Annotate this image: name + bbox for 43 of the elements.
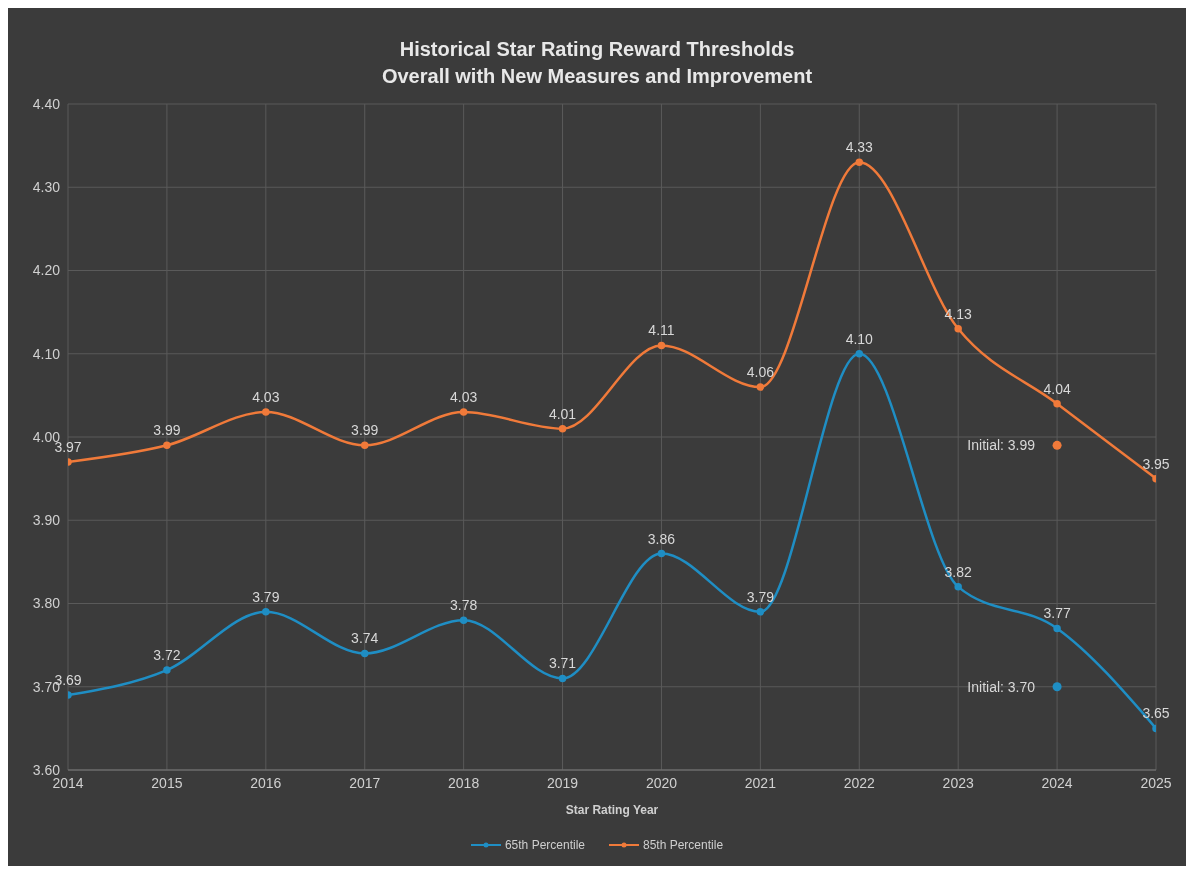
- data-label: 3.78: [450, 597, 478, 614]
- data-label: 3.72: [153, 647, 181, 664]
- data-label: 4.11: [648, 322, 675, 339]
- data-label: 4.33: [845, 139, 874, 156]
- x-tick-label: 2019: [546, 774, 579, 791]
- x-tick-label: 2024: [1041, 774, 1073, 791]
- data-label: 3.86: [647, 530, 676, 547]
- annotation: Initial: 3.70: [967, 678, 1036, 695]
- data-label: 3.65: [1142, 705, 1170, 722]
- x-tick-label: 2020: [645, 774, 678, 791]
- data-label: 3.79: [746, 588, 775, 605]
- y-tick-label: 3.80: [32, 595, 61, 612]
- y-tick-label: 4.40: [32, 95, 61, 112]
- legend-label: 65th Percentile: [504, 838, 585, 852]
- x-tick-label: 2025: [1140, 774, 1172, 791]
- data-label: 3.95: [1142, 455, 1170, 472]
- data-label: 3.77: [1043, 605, 1071, 622]
- x-tick-label: 2015: [151, 774, 183, 791]
- annotation: Initial: 3.99: [967, 437, 1036, 454]
- x-tick-label: 2022: [843, 774, 876, 791]
- data-label: 3.79: [252, 588, 280, 605]
- x-tick-label: 2017: [349, 774, 381, 791]
- y-tick-label: 4.30: [32, 179, 61, 196]
- data-label: 3.71: [548, 655, 577, 672]
- data-label: 4.04: [1043, 380, 1071, 397]
- chart-title: Historical Star Rating Reward Thresholds Overall with New Measures and Improvement: [380, 37, 814, 89]
- data-label: 4.03: [450, 389, 478, 406]
- x-tick-label: 2023: [942, 774, 974, 791]
- data-label: 3.99: [351, 422, 379, 439]
- x-axis-title: Star Rating Year: [565, 803, 659, 817]
- x-tick-label: 2016: [250, 774, 282, 791]
- data-label: 4.03: [252, 389, 280, 406]
- y-tick-label: 3.90: [32, 512, 61, 529]
- y-tick-label: 4.10: [32, 345, 61, 362]
- y-tick-label: 4.20: [32, 262, 61, 279]
- x-tick-label: 2021: [744, 774, 777, 791]
- data-label: 4.01: [548, 405, 577, 422]
- x-tick-label: 2018: [448, 774, 480, 791]
- data-label: 4.06: [746, 364, 775, 381]
- data-label: 4.10: [845, 330, 874, 347]
- data-label: 3.99: [153, 422, 181, 439]
- data-label: 3.74: [351, 630, 379, 647]
- legend-label: 85th Percentile: [643, 838, 724, 852]
